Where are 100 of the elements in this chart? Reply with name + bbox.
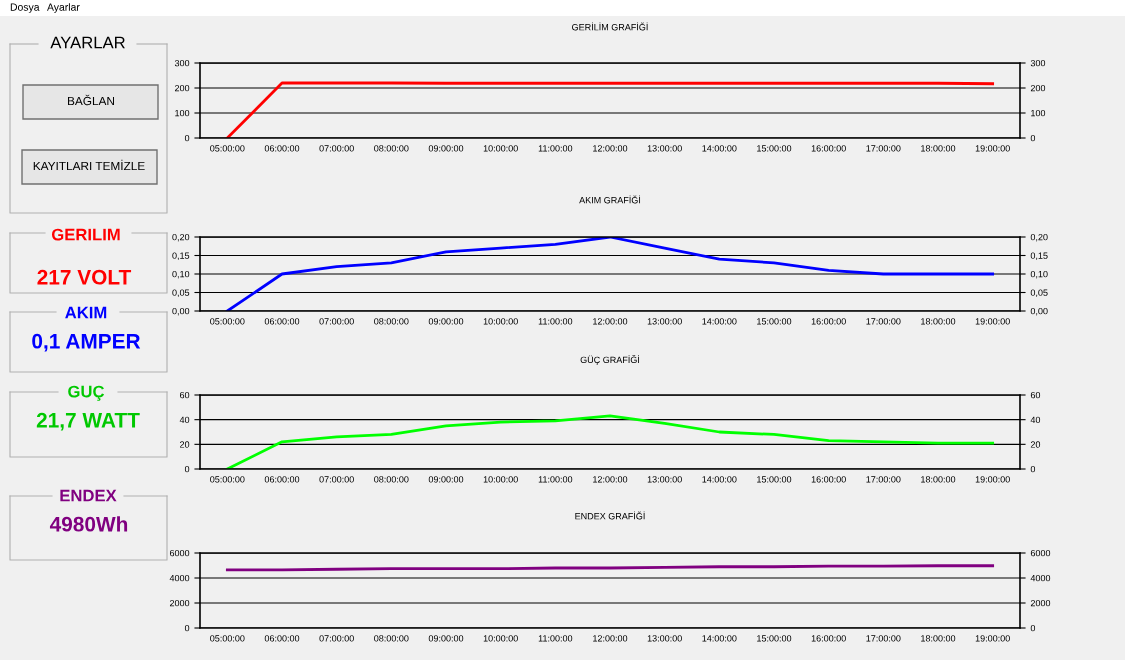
- chart-title: ENDEX GRAFİĞİ: [575, 511, 645, 520]
- x-tick-label: 16:00:00: [811, 145, 846, 152]
- x-tick-label: 19:00:00: [975, 145, 1010, 152]
- y-tick-label: 0: [184, 134, 190, 142]
- x-tick-label: 09:00:00: [428, 145, 464, 152]
- x-tick-label: 06:00:00: [264, 145, 300, 152]
- x-tick-label: 11:00:00: [538, 476, 573, 483]
- x-tick-label: 08:00:00: [374, 476, 409, 483]
- y-tick-label: 0,10: [172, 270, 190, 279]
- y2-tick-label: 0,10: [1030, 270, 1048, 279]
- x-tick-label: 18:00:00: [921, 145, 956, 152]
- x-tick-label: 13:00:00: [647, 635, 682, 642]
- x-tick-label: 15:00:00: [757, 476, 792, 483]
- text: GUÇ: [68, 385, 105, 401]
- x-tick-label: 18:00:00: [921, 318, 956, 325]
- chart-title: GÜÇ GRAFİĞİ: [580, 355, 640, 365]
- x-tick-label: 16:00:00: [811, 318, 846, 325]
- line-series: [225, 81, 995, 138]
- y-tick-label: 100: [175, 109, 190, 117]
- y-tick-label: 6000: [169, 549, 190, 557]
- x-tick-label: 13:00:00: [647, 145, 682, 152]
- y2-tick-label: 0,15: [1030, 252, 1048, 260]
- y2-tick-label: 20: [1030, 441, 1041, 448]
- x-tick-label: 12:00:00: [593, 318, 628, 325]
- x-tick-label: 11:00:00: [538, 318, 573, 325]
- x-tick-label: 07:00:00: [319, 635, 354, 642]
- x-tick-label: 06:00:00: [264, 476, 300, 483]
- text: KAYITLARI TEMİZLE: [33, 159, 145, 171]
- x-tick-label: 11:00:00: [538, 145, 573, 152]
- x-tick-label: 07:00:00: [319, 145, 354, 152]
- text: 217 VOLT: [37, 269, 132, 285]
- x-tick-label: 07:00:00: [319, 318, 354, 325]
- x-tick-label: 05:00:00: [210, 635, 245, 642]
- x-tick-label: 17:00:00: [866, 318, 901, 325]
- y-tick-label: 0: [184, 465, 190, 473]
- y2-tick-label: 6000: [1030, 549, 1051, 557]
- y2-tick-label: 200: [1030, 84, 1046, 92]
- y2-tick-label: 0,20: [1030, 233, 1048, 242]
- x-tick-label: 09:00:00: [428, 635, 464, 642]
- x-tick-label: 05:00:00: [210, 145, 245, 152]
- x-tick-label: 15:00:00: [757, 145, 792, 152]
- x-tick-label: 12:00:00: [593, 145, 628, 152]
- y-tick-label: 20: [180, 441, 190, 448]
- text: 21,7 WATT: [36, 412, 140, 431]
- y2-tick-label: 60: [1030, 391, 1041, 399]
- x-tick-label: 05:00:00: [210, 476, 245, 483]
- x-tick-label: 17:00:00: [866, 635, 901, 642]
- y-tick-label: 40: [179, 416, 190, 424]
- x-tick-label: 10:00:00: [483, 476, 518, 483]
- text: Dosya: [10, 3, 40, 13]
- x-tick-label: 09:00:00: [428, 476, 464, 483]
- y-tick-label: 4000: [169, 574, 190, 582]
- text: Ayarlar: [47, 3, 80, 13]
- y-tick-label: 200: [174, 84, 190, 92]
- x-tick-label: 10:00:00: [483, 145, 518, 152]
- x-tick-label: 19:00:00: [975, 476, 1010, 483]
- x-tick-label: 18:00:00: [921, 635, 956, 642]
- x-tick-label: 12:00:00: [593, 635, 628, 642]
- x-tick-label: 17:00:00: [866, 145, 901, 152]
- x-tick-label: 17:00:00: [866, 476, 901, 483]
- y2-tick-label: 0,05: [1030, 289, 1048, 297]
- x-tick-label: 13:00:00: [647, 318, 682, 325]
- text: ENDEX: [60, 489, 117, 502]
- text: AYARLAR: [50, 36, 125, 49]
- y2-tick-label: 100: [1031, 109, 1046, 117]
- x-tick-label: 16:00:00: [811, 635, 846, 642]
- y-tick-label: 300: [174, 59, 190, 67]
- text: 0,1 AMPER: [32, 333, 141, 352]
- x-tick-label: 13:00:00: [647, 476, 682, 483]
- chart-title: GERİLİM GRAFİĞİ: [572, 22, 648, 31]
- text: BAĞLAN: [68, 94, 114, 106]
- x-tick-label: 10:00:00: [483, 635, 518, 642]
- y-tick-label: 0,15: [172, 252, 190, 260]
- x-tick-label: 08:00:00: [374, 318, 409, 325]
- x-tick-label: 09:00:00: [428, 318, 464, 325]
- text: 4980Wh: [49, 516, 128, 532]
- x-tick-label: 18:00:00: [921, 476, 956, 483]
- text: AKIM: [65, 306, 107, 319]
- y-tick-label: 0,20: [172, 233, 190, 242]
- x-tick-label: 16:00:00: [811, 476, 846, 483]
- y2-tick-label: 4000: [1030, 574, 1051, 582]
- x-tick-label: 08:00:00: [374, 635, 409, 642]
- x-tick-label: 08:00:00: [374, 145, 409, 152]
- y-tick-label: 60: [180, 391, 190, 399]
- x-tick-label: 14:00:00: [702, 476, 737, 483]
- x-tick-label: 15:00:00: [757, 318, 792, 325]
- x-tick-label: 07:00:00: [319, 476, 354, 483]
- x-tick-label: 12:00:00: [593, 476, 628, 483]
- y-tick-label: 2000: [169, 599, 190, 607]
- y2-tick-label: 0,00: [1030, 307, 1048, 316]
- line-series: [225, 414, 995, 469]
- line-series: [225, 237, 995, 311]
- y2-tick-label: 0: [1030, 465, 1036, 473]
- text: GERILIM: [51, 228, 120, 241]
- x-tick-label: 05:00:00: [210, 318, 245, 325]
- y2-tick-label: 0: [1030, 624, 1036, 632]
- x-tick-label: 06:00:00: [264, 318, 300, 325]
- y2-tick-label: 40: [1030, 416, 1041, 424]
- x-tick-label: 11:00:00: [538, 635, 573, 642]
- y2-tick-label: 300: [1030, 59, 1046, 67]
